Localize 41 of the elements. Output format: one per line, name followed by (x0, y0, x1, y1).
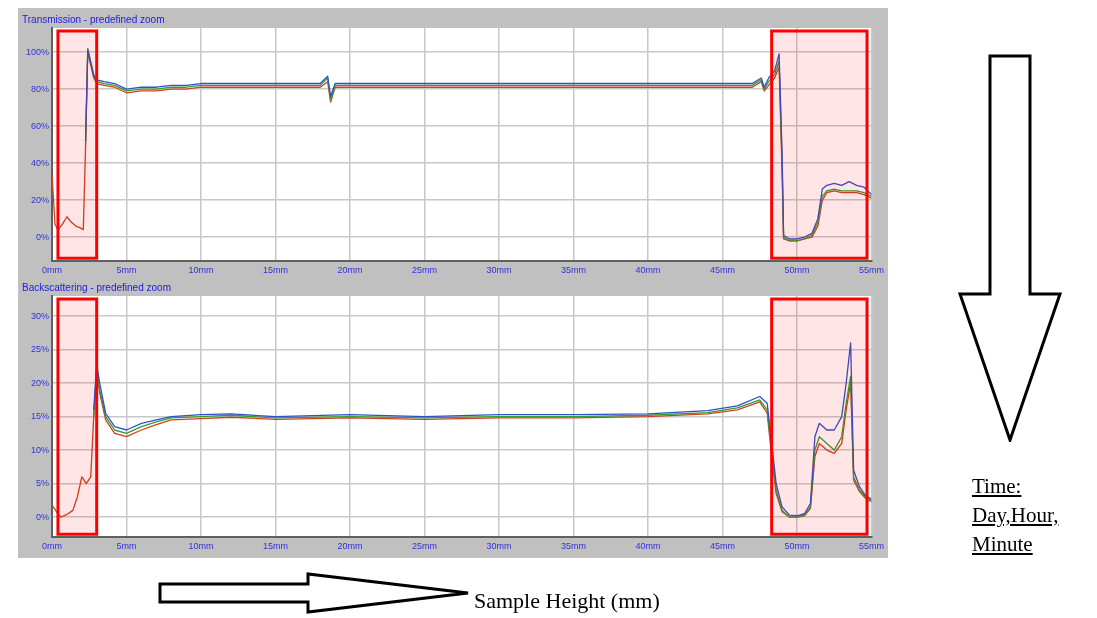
y-tick-label: 60% (30, 120, 49, 131)
x-tick-label: 5mm (116, 265, 137, 276)
x-tick-label: 50mm (784, 265, 810, 276)
x-tick-label: 45mm (709, 265, 736, 276)
x-tick-label: 55mm (858, 541, 885, 552)
y-tick-label: 20% (30, 194, 49, 205)
y-tick-label: 80% (30, 83, 49, 94)
y-tick-label: 100% (25, 46, 49, 57)
y-tick-label: 5% (35, 478, 49, 489)
x-tick-label: 20mm (337, 541, 363, 552)
chart-title: Transmission - predefined zoom (22, 13, 165, 25)
y-tick-label: 0% (35, 511, 49, 522)
x-tick-label: 10mm (188, 541, 214, 552)
y-tick-label: 10% (30, 444, 49, 455)
x-tick-label: 5mm (116, 541, 137, 552)
x-tick-label: 40mm (635, 265, 661, 276)
y-tick-label: 25% (30, 344, 49, 355)
text: Sample Height (mm) (474, 588, 660, 614)
y-tick-label: 15% (30, 411, 49, 422)
y-tick-label: 20% (30, 377, 49, 388)
x-tick-label: 40mm (635, 541, 661, 552)
text: Time: Day,Hour, Minute (972, 473, 1060, 558)
x-tick-label: 15mm (262, 265, 289, 276)
x-tick-label: 30mm (486, 541, 512, 552)
x-tick-label: 15mm (262, 541, 289, 552)
x-tick-label: 10mm (188, 265, 214, 276)
x-tick-label: 25mm (411, 265, 438, 276)
x-tick-label: 0mm (42, 265, 62, 276)
x-tick-label: 20mm (337, 265, 363, 276)
x-tick-label: 35mm (560, 541, 587, 552)
y-tick-label: 0% (35, 231, 49, 242)
x-tick-label: 50mm (784, 541, 810, 552)
x-tick-label: 25mm (411, 541, 438, 552)
chart-title: Backscattering - predefined zoom (22, 281, 171, 293)
y-tick-label: 40% (30, 157, 49, 168)
x-tick-label: 30mm (486, 265, 512, 276)
x-tick-label: 35mm (560, 265, 587, 276)
y-tick-label: 30% (30, 310, 49, 321)
x-tick-label: 45mm (709, 541, 736, 552)
x-tick-label: 55mm (858, 265, 885, 276)
x-tick-label: 0mm (42, 541, 62, 552)
